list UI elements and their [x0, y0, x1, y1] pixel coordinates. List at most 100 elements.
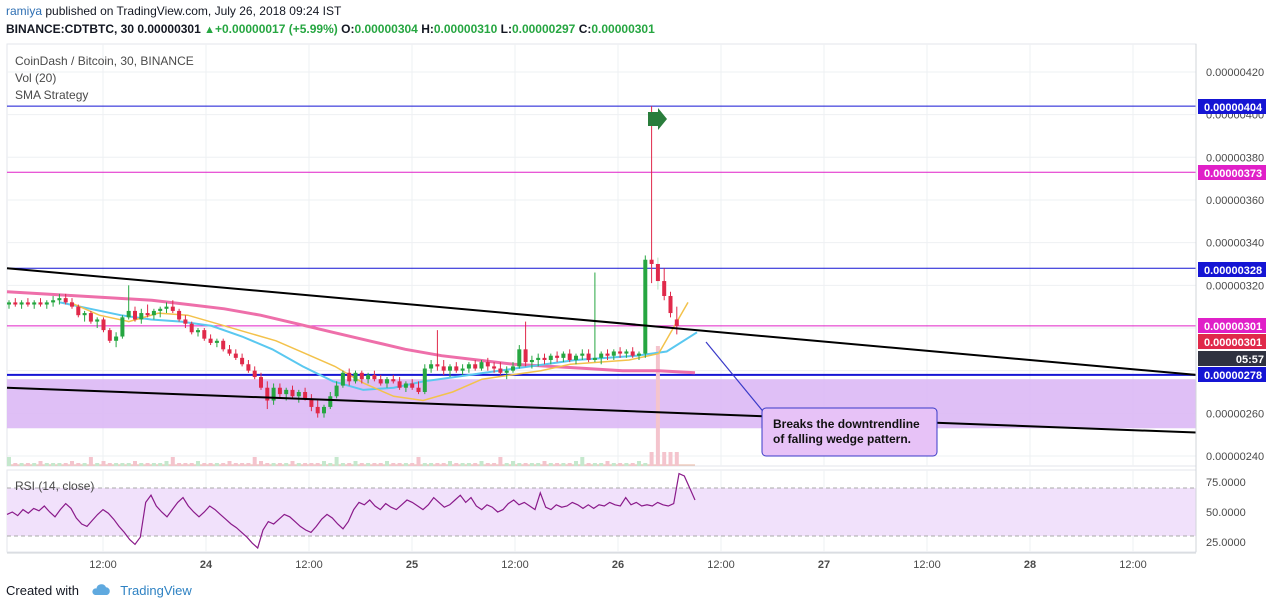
- price-label-text[interactable]: 05:57: [1236, 354, 1264, 366]
- time-tick-label[interactable]: 12:00: [913, 559, 941, 571]
- trendlines[interactable]: [6, 267, 1197, 434]
- volume-bar: [95, 463, 100, 466]
- price-label-badge[interactable]: [1198, 165, 1266, 180]
- time-tick-label[interactable]: 12:00: [295, 559, 323, 571]
- price-label-badge[interactable]: [1198, 367, 1266, 382]
- price-label-text[interactable]: 0.00000373: [1204, 168, 1262, 180]
- volume-bar: [643, 463, 648, 466]
- price-tick-label[interactable]: 0.00000320: [1206, 280, 1264, 292]
- price-tick-label[interactable]: 0.00000360: [1206, 195, 1264, 207]
- time-axis[interactable]: 12:00 24 12:00 25 12:00 26 12:00 27 12:00 28 12:00: [7, 552, 1196, 571]
- volume-bar: [328, 463, 333, 466]
- volume-bar: [133, 461, 137, 466]
- candle-body: [246, 364, 251, 371]
- time-tick-label[interactable]: 27: [818, 559, 830, 571]
- time-tick-label[interactable]: 12:00: [707, 559, 735, 571]
- horizontal-levels: [7, 105, 1196, 376]
- candle-body: [643, 259, 648, 354]
- price-label-text[interactable]: 0.00000301: [1204, 337, 1262, 349]
- candle-body: [630, 351, 635, 356]
- candle-body: [397, 381, 402, 388]
- candle-body: [101, 319, 106, 331]
- time-tick-label[interactable]: 12:00: [89, 559, 117, 571]
- annotation-box[interactable]: [761, 407, 938, 457]
- price-label-text[interactable]: 0.00000301: [1204, 321, 1262, 333]
- time-tick-label[interactable]: 12:00: [501, 559, 529, 571]
- candle-body: [366, 374, 371, 380]
- candle-body: [38, 302, 43, 305]
- legend-volume[interactable]: Vol (20): [15, 71, 56, 85]
- price-label-badge[interactable]: [1198, 334, 1266, 349]
- time-tick-label[interactable]: 12:00: [1119, 559, 1147, 571]
- candle-body: [44, 302, 49, 305]
- candle-body: [265, 387, 270, 401]
- volume-bar: [618, 463, 623, 466]
- price-tick-label[interactable]: 0.00000240: [1206, 451, 1264, 463]
- tradingview-cloud-icon: [92, 584, 110, 595]
- price-tick-label[interactable]: 0.00000340: [1206, 238, 1264, 250]
- footer: Created with TradingView: [6, 583, 192, 598]
- volume-bar: [170, 457, 175, 466]
- price-label-badge[interactable]: [1198, 99, 1266, 114]
- volume-bar: [466, 463, 471, 466]
- time-tick-label[interactable]: 28: [1024, 559, 1036, 571]
- author-name[interactable]: ramiya: [6, 4, 43, 18]
- volume-bar: [454, 463, 459, 466]
- candle-body: [580, 353, 585, 356]
- volume-bar: [542, 461, 547, 466]
- legend-title[interactable]: CoinDash / Bitcoin, 30, BINANCE: [15, 54, 194, 68]
- price-label-badge[interactable]: [1198, 351, 1266, 366]
- candle-body: [504, 370, 509, 373]
- candle-body: [586, 353, 591, 360]
- sma-slow-line: [6, 290, 696, 375]
- legend-strategy[interactable]: SMA Strategy: [15, 88, 88, 102]
- volume-bar: [410, 463, 415, 466]
- up-arrow-icon: ▲: [204, 24, 215, 36]
- volume-bar: [511, 461, 515, 466]
- price-label-text[interactable]: 0.00000328: [1204, 265, 1262, 277]
- volume-bar: [366, 463, 371, 466]
- candle-body: [347, 372, 352, 382]
- volume-bar: [448, 461, 452, 466]
- price-axis[interactable]: 0.000004200.000004000.000003800.00000360…: [1195, 44, 1266, 552]
- price-label-text[interactable]: 0.00000404: [1204, 102, 1263, 114]
- volume-bar: [473, 463, 478, 466]
- candle-body: [322, 406, 326, 414]
- volume-bar: [114, 463, 119, 466]
- price-label-badge[interactable]: [1198, 318, 1266, 333]
- legend-rsi[interactable]: RSI (14, close): [15, 479, 94, 493]
- volume-bar: [353, 461, 358, 466]
- price-tick-label[interactable]: 0.00000420: [1206, 67, 1264, 79]
- candle-body: [133, 310, 137, 320]
- trendline-lower[interactable]: [6, 386, 1197, 434]
- candle-body: [277, 387, 282, 395]
- tradingview-logo-text[interactable]: TradingView: [120, 583, 192, 598]
- candle-body: [189, 323, 194, 333]
- rsi-tick-label[interactable]: 50.0000: [1206, 507, 1246, 519]
- open-value: 0.00000304: [354, 22, 418, 36]
- annotation-text-line1: Breaks the downtrendline: [773, 417, 920, 431]
- volume-bar: [637, 461, 641, 466]
- rsi-tick-label[interactable]: 25.0000: [1206, 537, 1246, 549]
- candle-body: [655, 263, 660, 282]
- volume-bar: [322, 461, 326, 466]
- candle-body: [555, 355, 560, 358]
- rsi-tick-label[interactable]: 75.0000: [1206, 477, 1246, 489]
- time-tick-label[interactable]: 26: [612, 559, 624, 571]
- price-tick-label[interactable]: 0.00000380: [1206, 152, 1264, 164]
- volume-bar: [630, 463, 635, 466]
- time-tick-label[interactable]: 24: [200, 559, 213, 571]
- volume-bar: [183, 463, 188, 466]
- price-label-text[interactable]: 0.00000278: [1204, 370, 1262, 382]
- candle-body: [448, 366, 452, 371]
- price-label-badge[interactable]: [1198, 262, 1266, 277]
- price-tick-label[interactable]: 0.00000260: [1206, 408, 1264, 420]
- candle-body: [284, 389, 289, 395]
- candle-body: [334, 385, 339, 397]
- time-tick-label[interactable]: 25: [406, 559, 418, 571]
- candle-body: [599, 353, 604, 358]
- trendline-upper[interactable]: [6, 267, 1197, 376]
- candle-body: [460, 368, 465, 371]
